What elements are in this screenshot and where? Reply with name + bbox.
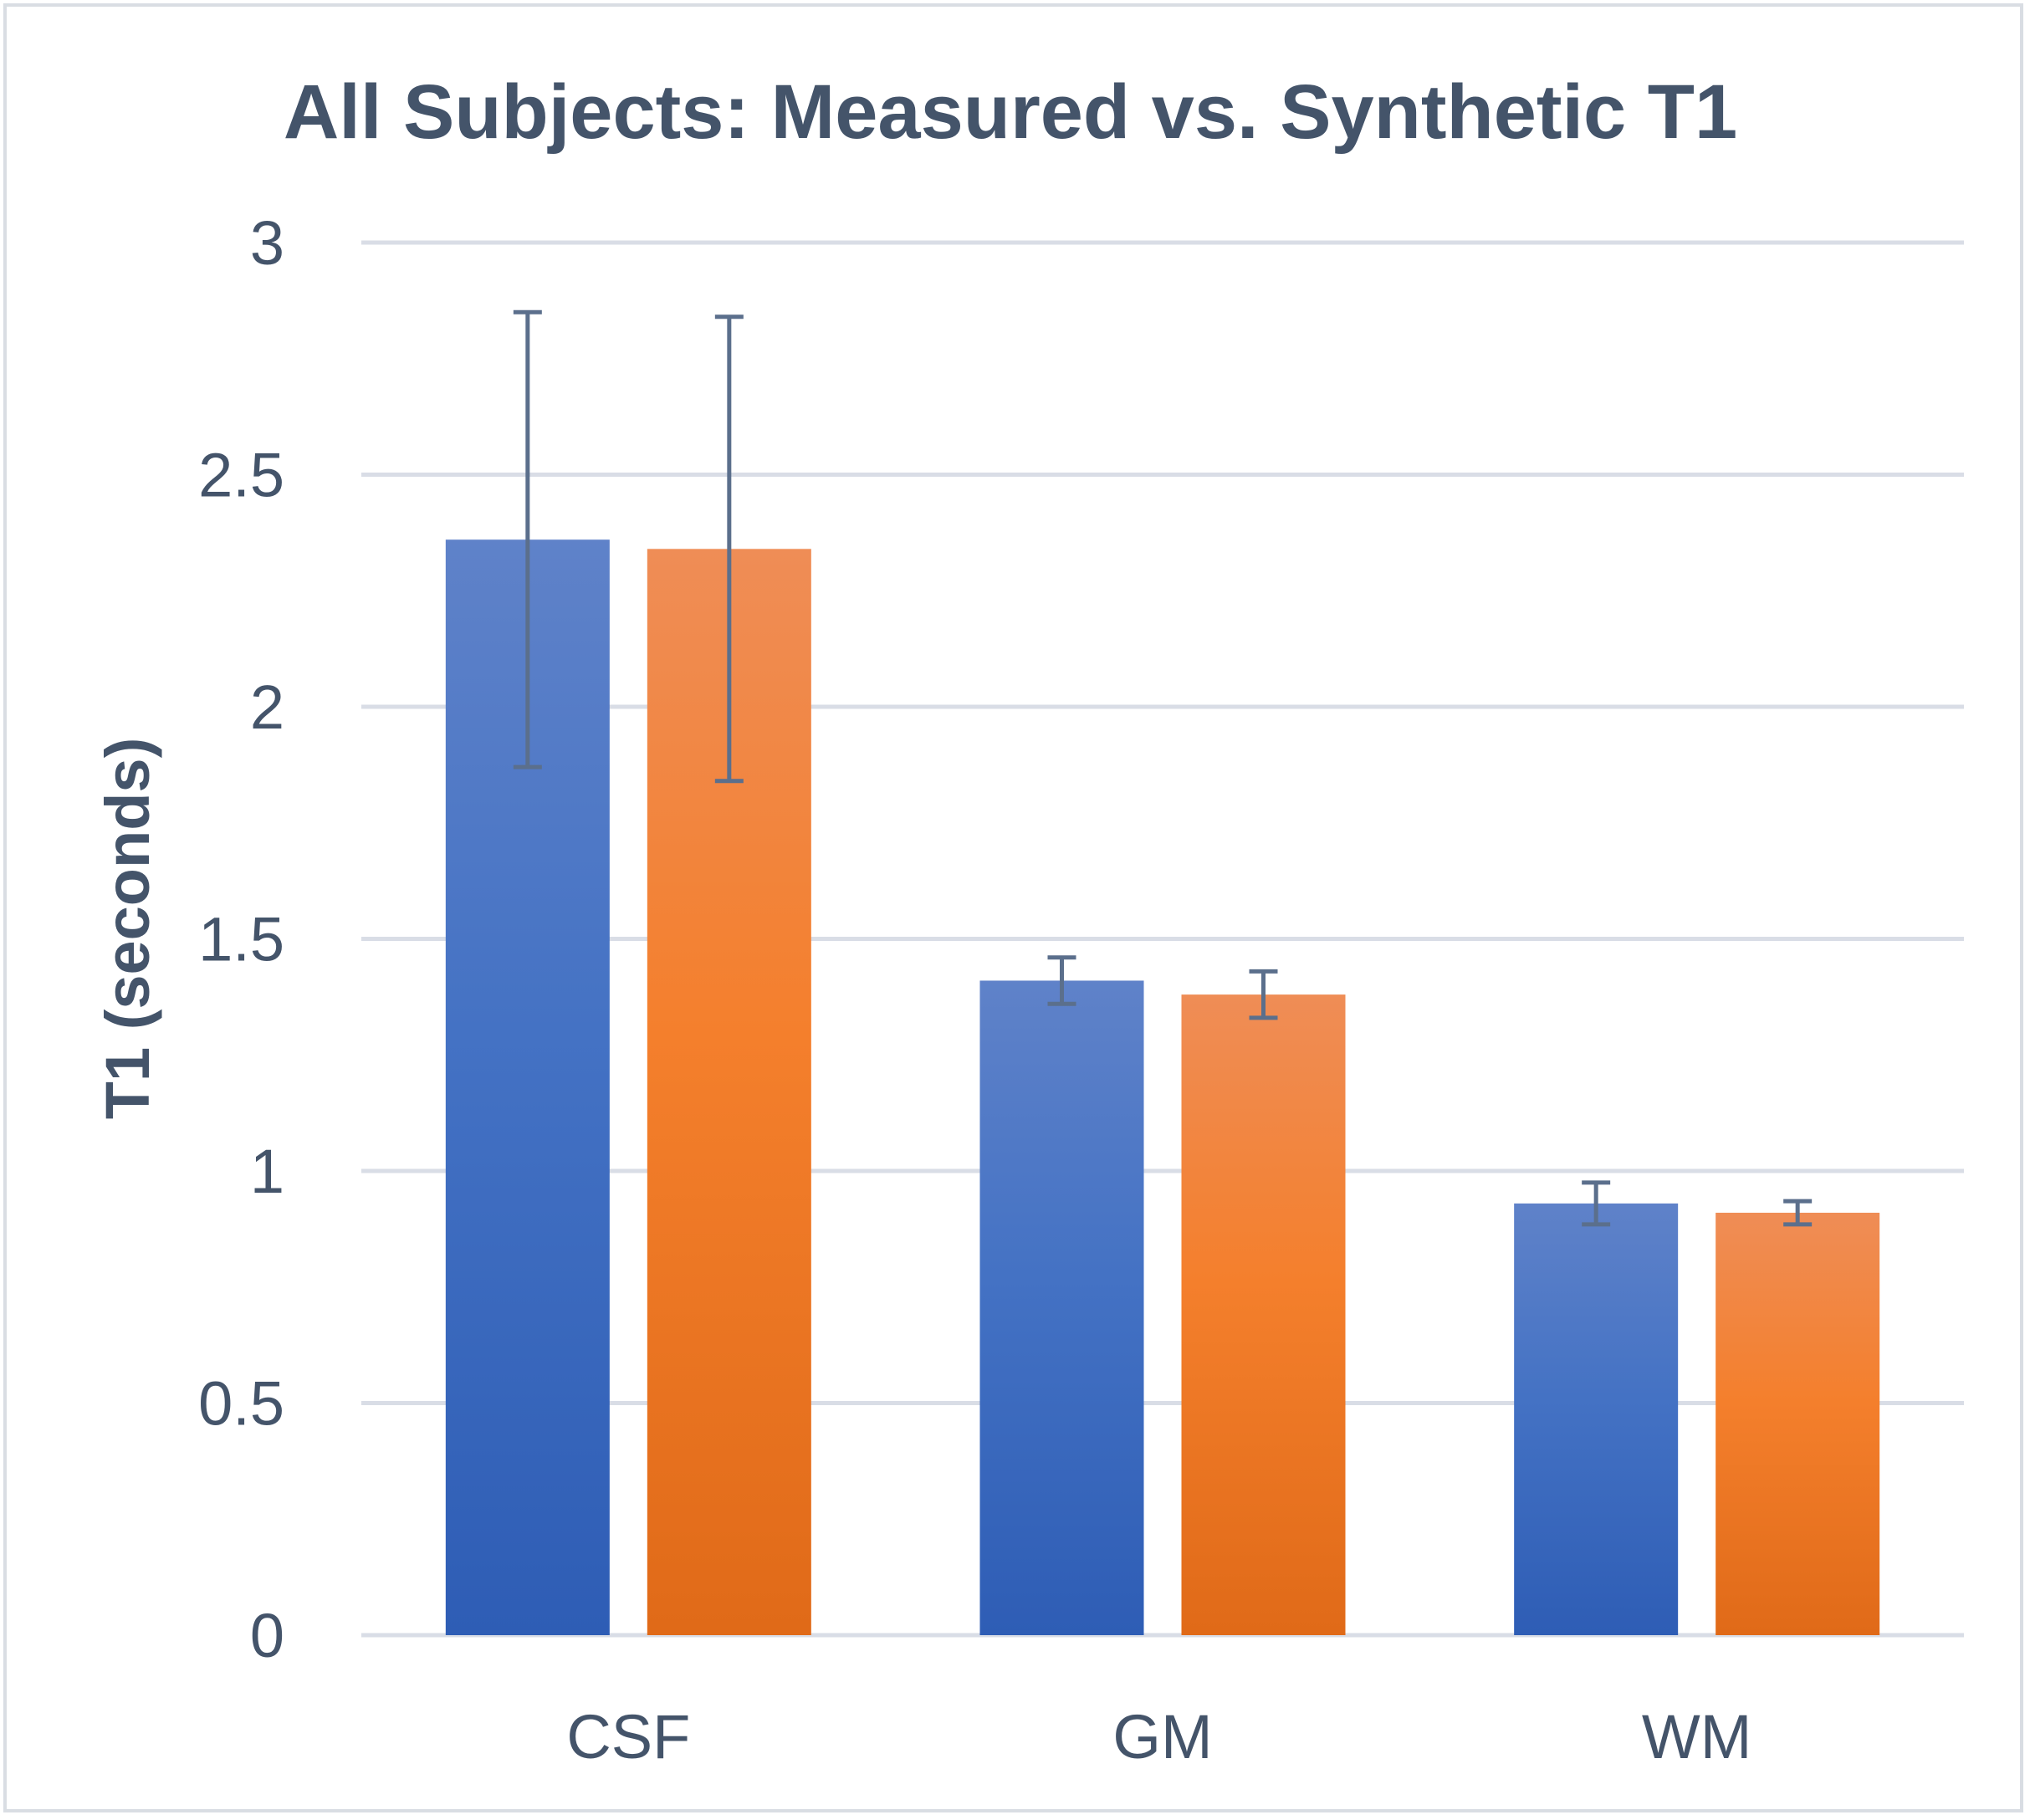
gridlines [361,240,1964,1638]
error-bar-whisker [1047,955,1076,1006]
error-bar-whisker [1783,1199,1813,1227]
y-axis-label: T1 (seconds) [93,738,162,1119]
error-bar-synthetic-gm [1249,969,1278,1020]
error-bar-measured-csf [513,309,542,769]
bar-measured-wm [1514,1203,1679,1635]
error-bar-whisker [1249,969,1278,1020]
chart-title: All Subjects: Measured vs. Synthetic T1 [284,69,1737,155]
y-tick-label: 0.5 [198,1369,284,1439]
y-tick-label: 1 [250,1137,284,1206]
y-tick-label: 1.5 [198,905,284,974]
error-bar-measured-gm [1047,955,1076,1006]
x-tick-label: WM [1642,1702,1752,1771]
x-tick-labels: CSF GM WM [566,1702,1751,1771]
error-bars [513,309,1813,1227]
y-tick-label: 3 [250,208,284,278]
bar-measured-gm [979,980,1144,1635]
error-bar-synthetic-wm [1783,1199,1813,1227]
x-tick-label: CSF [566,1702,690,1771]
error-bar-synthetic-csf [714,314,744,784]
y-tick-label: 0 [250,1601,284,1670]
x-tick-label: GM [1112,1702,1212,1771]
bars [445,539,1880,1636]
error-bar-whisker [714,314,744,784]
bar-synthetic-wm [1716,1212,1880,1635]
y-tick-label: 2 [250,672,284,742]
y-tick-labels: 0 0.5 1 1.5 2 2.5 3 [198,208,284,1670]
bar-synthetic-gm [1181,994,1346,1635]
error-bar-whisker [1582,1180,1611,1227]
y-tick-label: 2.5 [198,441,284,510]
error-bar-measured-wm [1582,1180,1611,1227]
error-bar-whisker [513,309,542,769]
